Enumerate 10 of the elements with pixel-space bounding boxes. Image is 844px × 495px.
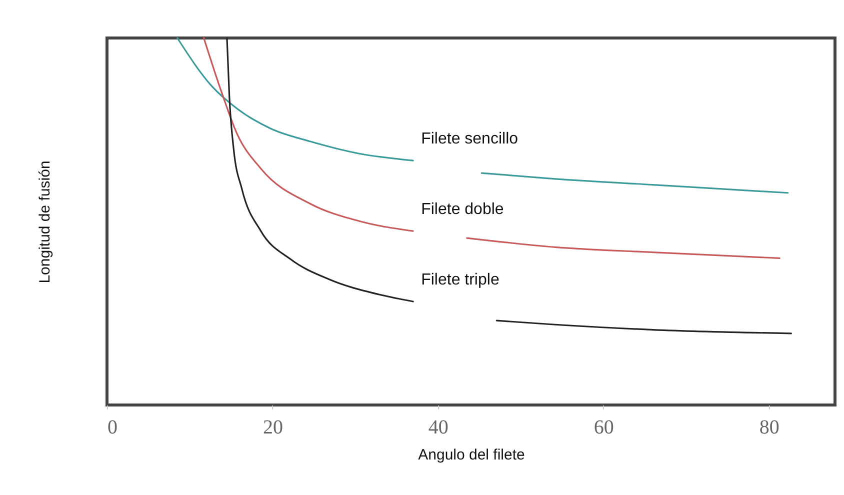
x-tick-label: 60	[594, 416, 614, 438]
series-label: Filete sencillo	[421, 130, 518, 148]
x-tick-label: 0	[108, 416, 118, 438]
y-axis-title: Longitud de fusión	[36, 160, 54, 284]
x-tick-label: 80	[759, 416, 780, 438]
series-label: Filete doble	[421, 201, 504, 218]
x-tick-label: 20	[262, 416, 283, 438]
series-label: Filete triple	[421, 272, 500, 289]
x-axis-title: Angulo del filete	[418, 446, 525, 464]
x-tick-label: 40	[428, 416, 448, 438]
